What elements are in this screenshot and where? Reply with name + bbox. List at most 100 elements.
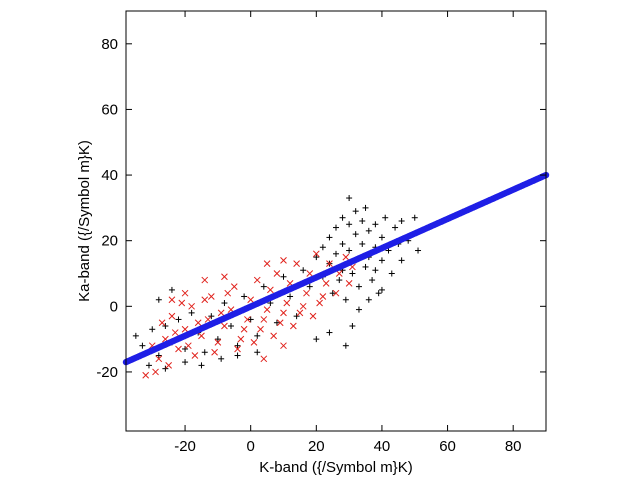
data-point (280, 309, 287, 317)
data-point (378, 286, 385, 293)
x-tick-label: 20 (308, 438, 325, 455)
data-point (313, 336, 320, 343)
data-point (208, 313, 215, 320)
ticks-layer: -20 0 20 40 60 80 -20 0 20 40 60 80 (96, 11, 546, 455)
data-point (139, 342, 146, 349)
x-axis-label: K-band ({/Symbol m}K) (259, 459, 412, 476)
data-point (349, 323, 356, 329)
data-point (175, 316, 182, 323)
data-point (362, 263, 369, 270)
data-point (296, 309, 304, 317)
data-point (194, 319, 202, 327)
data-point (270, 332, 278, 340)
data-point (201, 276, 209, 284)
data-point (182, 359, 189, 366)
x-tick-label: 40 (374, 438, 391, 455)
data-point (230, 283, 238, 290)
data-point (346, 195, 353, 202)
data-point (276, 319, 284, 327)
data-point (178, 299, 186, 307)
data-point (349, 270, 356, 277)
data-point (382, 214, 389, 221)
data-point (234, 345, 241, 353)
x-tick-label: 0 (247, 438, 255, 455)
data-point (214, 339, 222, 346)
data-point (359, 218, 366, 224)
data-point (207, 293, 215, 300)
x-tick-label: 60 (439, 438, 456, 455)
data-point (250, 339, 258, 346)
data-point (365, 296, 372, 303)
data-point (145, 362, 152, 369)
data-point (171, 329, 179, 336)
data-point (303, 289, 310, 297)
data-point (263, 306, 271, 313)
data-point (280, 273, 287, 280)
data-point (342, 342, 349, 349)
data-point (378, 257, 385, 264)
data-point (355, 283, 362, 290)
data-point (352, 208, 359, 215)
data-point (411, 214, 418, 221)
y-tick-label: 60 (101, 101, 118, 118)
data-point (234, 342, 241, 349)
data-point (201, 296, 209, 304)
data-point (312, 250, 320, 258)
data-point (188, 309, 195, 316)
data-point (228, 323, 234, 329)
data-point (273, 319, 280, 326)
data-point (168, 312, 176, 320)
data-point (241, 293, 248, 300)
data-point (300, 267, 307, 274)
data-point (316, 299, 323, 307)
data-point (326, 260, 333, 268)
data-point (352, 231, 359, 238)
data-point (224, 289, 232, 297)
data-point (392, 224, 399, 231)
data-point (398, 218, 405, 224)
y-tick-label: 0 (110, 298, 118, 315)
data-point (217, 309, 225, 317)
data-point (388, 270, 395, 277)
data-point (339, 240, 346, 247)
data-point (198, 362, 205, 369)
data-point (319, 244, 326, 251)
fit-line-layer (122, 171, 550, 366)
data-point (253, 276, 261, 284)
data-point (372, 221, 379, 228)
data-point (181, 325, 189, 333)
data-point (244, 316, 251, 323)
data-point (168, 296, 176, 304)
data-point (362, 204, 369, 211)
y-tick-label: 80 (101, 36, 118, 53)
data-point (309, 312, 317, 320)
data-point (260, 355, 268, 363)
y-axis-label: Ka-band ({/Symbol m}K) (76, 140, 93, 302)
data-point (287, 293, 294, 300)
y-tick-label: -20 (96, 364, 118, 381)
data-point (355, 306, 362, 313)
data-point (346, 221, 353, 228)
data-point (155, 352, 162, 359)
data-point (329, 290, 336, 297)
y-tick-label: 40 (101, 167, 118, 184)
data-point (398, 257, 405, 264)
data-point (273, 270, 281, 277)
data-point (158, 319, 166, 327)
data-point (149, 326, 156, 333)
data-point (155, 296, 162, 303)
data-point (165, 362, 173, 369)
data-point (267, 286, 274, 294)
data-point (214, 336, 221, 343)
data-point (326, 234, 333, 241)
data-point (293, 313, 300, 320)
data-point (372, 267, 379, 274)
data-point (211, 348, 218, 356)
data-point (260, 316, 268, 323)
data-point (188, 302, 195, 310)
data-point (234, 352, 241, 359)
data-point (359, 240, 366, 247)
data-point (182, 345, 189, 352)
data-point (221, 273, 228, 281)
